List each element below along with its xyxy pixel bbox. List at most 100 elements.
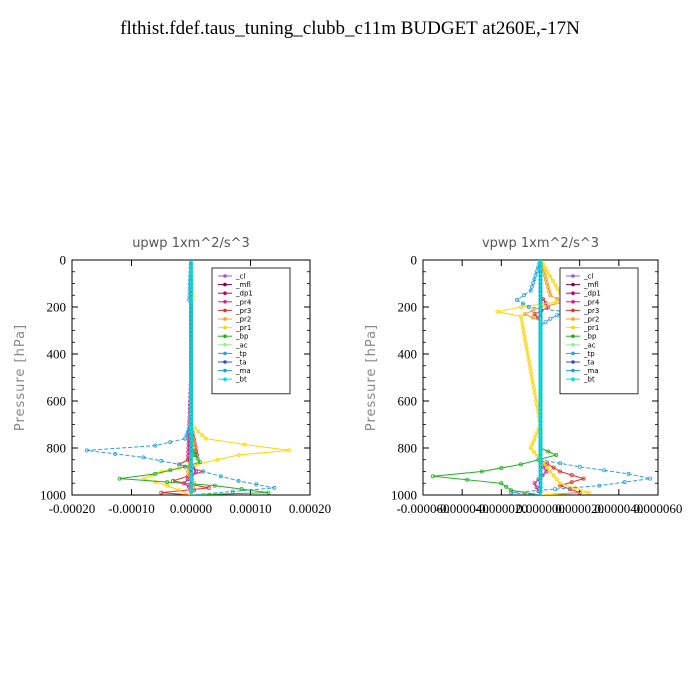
legend-label: _ta <box>583 359 595 367</box>
y-tick-label: 400 <box>398 347 418 362</box>
y-axis-label: Pressure [hPa] <box>13 324 28 431</box>
series-point-bt <box>538 297 543 302</box>
series-point-pr1 <box>196 429 201 434</box>
series-point-bt <box>538 321 543 326</box>
y-tick-label: 200 <box>398 300 418 315</box>
series-point-bt <box>538 461 543 466</box>
series-point-bt <box>538 417 543 422</box>
page-title: flthist.fdef.taus_tuning_clubb_c11m BUDG… <box>120 18 580 39</box>
series-point-bt <box>188 421 193 426</box>
series-point-bt <box>188 325 193 330</box>
series-point-bt <box>538 409 543 414</box>
series-point-bt <box>538 477 543 482</box>
series-point-pr3 <box>558 483 563 488</box>
series-point-bt <box>538 385 543 390</box>
series-point-pr3 <box>581 476 586 481</box>
series-point-tp <box>626 471 631 476</box>
series-point-bt <box>538 337 543 342</box>
series-point-bt <box>538 269 543 274</box>
legend-label: _tp <box>583 350 595 358</box>
y-tick-label: 600 <box>47 394 67 409</box>
series-point-tp <box>548 316 553 321</box>
series-point-bp <box>153 471 158 476</box>
legend-marker <box>223 291 227 296</box>
series-point-pr1 <box>495 309 500 314</box>
x-tick-label: 0.00000 <box>170 501 212 516</box>
series-point-bp <box>266 490 271 495</box>
series-point-bt <box>538 293 543 298</box>
legend-label: _pr4 <box>583 298 600 306</box>
series-point-pr1 <box>550 278 555 283</box>
series-point-pr3 <box>569 480 574 485</box>
series-point-bt <box>538 265 543 270</box>
legend-label: _cl <box>583 273 593 281</box>
series-point-tp <box>272 485 277 490</box>
y-tick-label: 800 <box>47 441 67 456</box>
series-point-bt <box>189 260 193 262</box>
series-point-pr1 <box>548 274 553 279</box>
series-point-bt <box>538 260 543 262</box>
series-point-pr3 <box>535 315 540 320</box>
series-point-pr1 <box>532 438 537 443</box>
series-point-bp <box>499 481 504 486</box>
legend-label: _pr2 <box>235 316 251 324</box>
series-point-bt <box>538 389 543 394</box>
series-point-bt <box>538 437 543 442</box>
series-point-bt <box>188 365 193 370</box>
series-point-bt <box>188 369 193 374</box>
legend-label: _bt <box>583 376 595 384</box>
legend-marker <box>571 334 575 339</box>
series-point-bp <box>117 476 122 481</box>
series-point-pr1 <box>555 286 560 291</box>
series-point-tp <box>168 440 173 445</box>
series-point-bt <box>538 445 543 450</box>
series-point-bp <box>191 449 196 454</box>
legend-marker <box>223 300 227 304</box>
chart-title: upwp 1xm^2/s^3 <box>132 236 250 251</box>
x-tick-label: 0.000020 <box>555 501 604 516</box>
series-point-tp <box>141 455 146 460</box>
series-point-bt <box>538 484 543 489</box>
series-point-pr2 <box>542 273 547 278</box>
series-point-bt <box>188 373 193 378</box>
series-point-bt <box>188 413 193 418</box>
series-point-bp <box>504 484 509 489</box>
series-point-pr3 <box>532 312 537 317</box>
series-point-pr1 <box>554 477 559 482</box>
legend-label: _pr1 <box>583 324 599 332</box>
series-point-bt <box>538 341 543 346</box>
series-point-pr1 <box>525 350 530 355</box>
series-point-pr1 <box>534 402 539 407</box>
series-point-pr2 <box>547 289 552 294</box>
legend-label: _dp1 <box>583 290 601 298</box>
series-point-bt <box>538 261 543 266</box>
series-point-bp <box>212 483 217 488</box>
series-point-bt <box>538 481 543 486</box>
series-point-bt <box>538 361 543 366</box>
series-point-pr1 <box>528 445 533 450</box>
legend-label: _bt <box>235 376 247 384</box>
series-point-bt <box>188 441 193 446</box>
legend: _cl_mfl_dp1_pr4_pr3_pr2_pr1_bp_ac_tp_ta_… <box>559 267 639 395</box>
x-tick-label: 0.00010 <box>229 501 271 516</box>
legend-label: _mfl <box>583 281 599 289</box>
series-point-pr2 <box>555 296 560 301</box>
series-point-bt <box>538 453 543 458</box>
legend-label: _cl <box>235 273 245 281</box>
series-point-pr1 <box>533 434 538 439</box>
series-point-bt <box>538 305 543 310</box>
series-point-tp <box>536 265 541 270</box>
legend-box <box>559 267 639 395</box>
series-point-pr1 <box>518 304 523 309</box>
series-point-bt <box>538 317 543 322</box>
series-point-bt <box>538 313 543 318</box>
series-point-pr1 <box>528 366 533 371</box>
series-point-pr1 <box>527 362 532 367</box>
series-point-bt <box>538 273 543 278</box>
series-point-bt <box>188 273 193 278</box>
series-point-tp <box>558 461 563 466</box>
legend-label: _pr3 <box>235 307 251 315</box>
series-point-pr1 <box>526 358 531 363</box>
series-point-bt <box>188 269 193 274</box>
series-point-pr1 <box>551 473 556 478</box>
